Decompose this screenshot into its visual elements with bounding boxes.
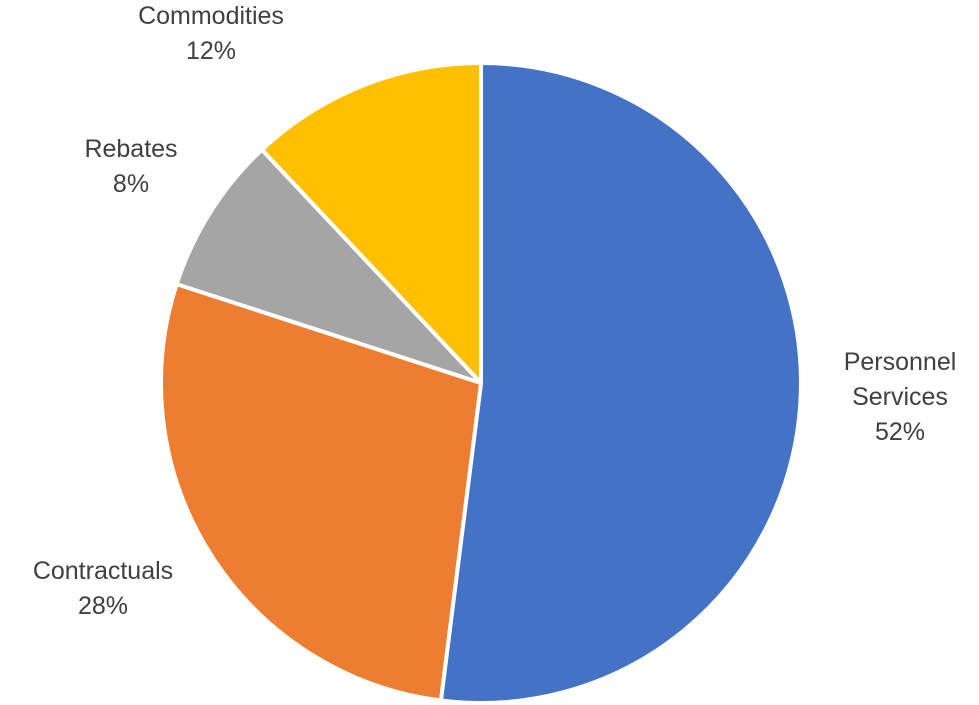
data-label-percent: 28% xyxy=(78,592,128,620)
data-label-percent: 52% xyxy=(875,418,925,446)
pie-slice-rebates xyxy=(174,147,483,385)
pie-slice-commodities xyxy=(259,61,483,385)
pie-labels: Personnel Services 52% Contractuals 28% Rebat… xyxy=(33,2,956,620)
data-label-personnel-services: Personnel Services 52% xyxy=(844,348,957,446)
data-label-name: Services xyxy=(852,383,948,411)
data-label-name: Contractuals xyxy=(33,557,173,585)
data-label-name: Commodities xyxy=(138,2,284,30)
data-label-commodities: Commodities 12% xyxy=(138,2,284,65)
data-label-contractuals: Contractuals 28% xyxy=(33,557,173,620)
pie-slice-contractuals xyxy=(159,282,483,703)
data-label-percent: 8% xyxy=(113,170,149,198)
pie-slices xyxy=(159,61,803,705)
data-label-percent: 12% xyxy=(186,37,236,65)
data-label-name: Personnel xyxy=(844,348,957,376)
data-label-rebates: Rebates 8% xyxy=(84,135,177,198)
data-label-name: Rebates xyxy=(84,135,177,163)
pie-slice-personnel-services xyxy=(438,61,803,705)
